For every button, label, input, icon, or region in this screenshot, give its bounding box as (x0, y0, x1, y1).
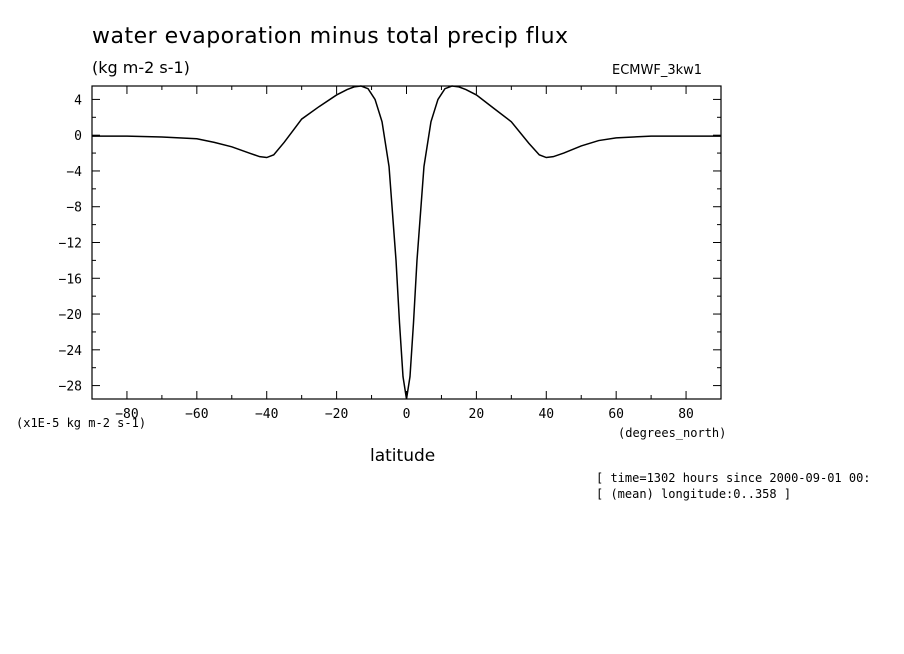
y-tick-label: −12 (59, 237, 82, 252)
y-tick-label: −16 (59, 272, 82, 287)
y-tick-label: −8 (66, 201, 82, 216)
axis-ticks (91, 86, 722, 399)
time-annotation: [ time=1302 hours since 2000-09-01 00: (596, 471, 871, 485)
x-tick-label: 80 (678, 407, 694, 422)
y-tick-label: 4 (74, 93, 82, 108)
plot-frame (91, 85, 722, 400)
chart-units: (kg m-2 s-1) (92, 58, 190, 77)
x-axis-units: (degrees_north) (618, 426, 727, 440)
y-axis-units: (x1E-5 kg m-2 s-1) (16, 416, 147, 430)
dataset-label: ECMWF_3kw1 (612, 63, 703, 78)
longitude-annotation: [ (mean) longitude:0..358 ] (596, 487, 792, 501)
x-tick-label: −20 (325, 407, 348, 422)
x-axis-label: latitude (370, 446, 436, 466)
chart-title: water evaporation minus total precip flu… (92, 24, 569, 49)
y-tick-label: −24 (59, 344, 83, 359)
y-tick-label: −20 (59, 308, 82, 323)
y-tick-label: −28 (59, 380, 82, 395)
x-tick-label: 0 (403, 407, 411, 422)
x-tick-label: −60 (185, 407, 208, 422)
x-tick-label: −80 (115, 407, 138, 422)
x-tick-label: 40 (538, 407, 554, 422)
axis-tick-labels: −80 −60 −40 −20 0 20 40 60 8040−4−8−12−16−20−24−… (59, 93, 694, 422)
x-tick-label: 20 (469, 407, 485, 422)
y-tick-label: −4 (66, 165, 82, 180)
x-tick-label: −40 (255, 407, 278, 422)
x-tick-label: 60 (608, 407, 624, 422)
y-tick-label: 0 (74, 129, 82, 144)
series-line (92, 85, 721, 400)
